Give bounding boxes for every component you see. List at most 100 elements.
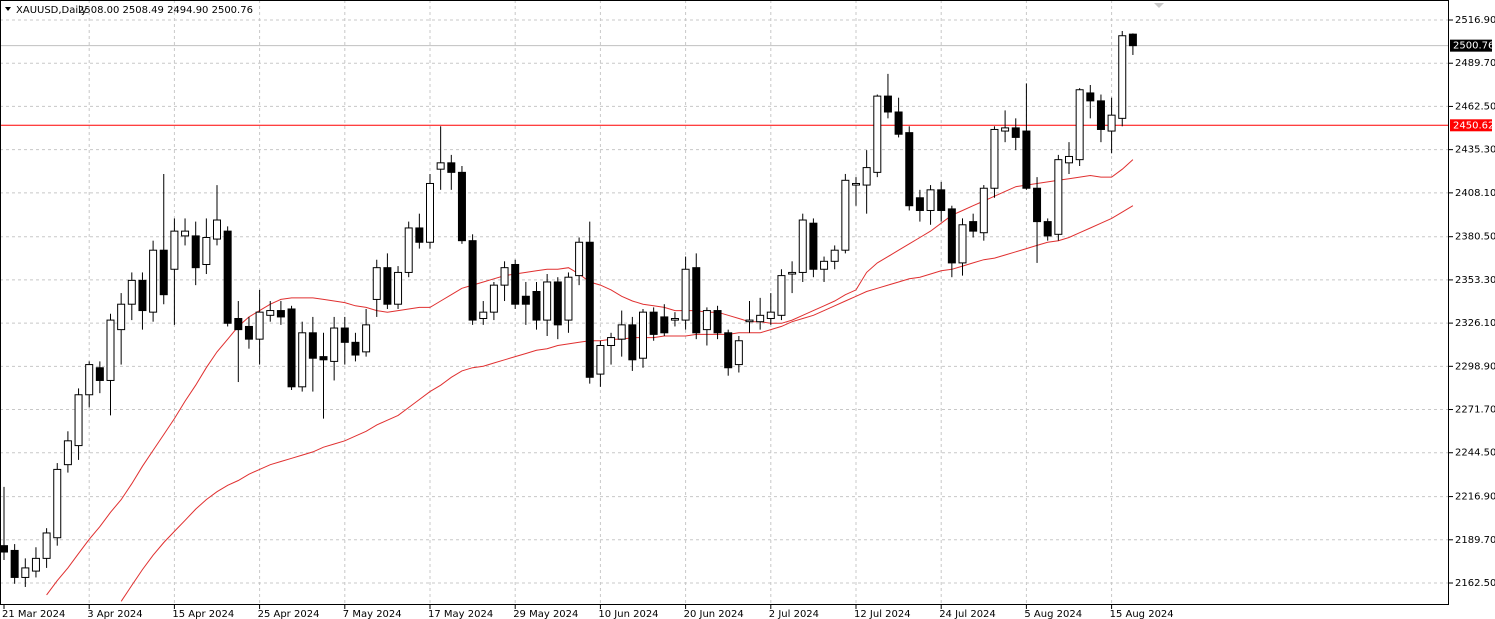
candle-body <box>457 171 466 242</box>
candle-body <box>308 332 317 359</box>
candle-body <box>159 249 168 296</box>
candle-body <box>905 132 914 207</box>
x-tick-label: 25 Apr 2024 <box>258 609 320 619</box>
candle-body <box>340 327 349 343</box>
candle-body <box>1001 127 1010 132</box>
candle-body <box>1022 130 1031 189</box>
x-tick-label: 24 Jul 2024 <box>939 609 996 619</box>
candle-body <box>553 281 562 326</box>
candle-body <box>734 340 743 366</box>
candle-body <box>95 367 104 381</box>
candle-body <box>798 219 807 273</box>
x-tick-label: 17 May 2024 <box>428 609 493 619</box>
price-label-box <box>1450 119 1492 132</box>
x-tick-label: 3 Apr 2024 <box>87 609 142 619</box>
candle-body <box>1033 187 1042 223</box>
y-tick-label: 2408.10 <box>1455 188 1495 199</box>
x-tick-label: 15 Aug 2024 <box>1110 609 1174 619</box>
candle-body <box>330 327 339 362</box>
candle-body <box>1107 114 1116 132</box>
candle-body <box>543 281 552 321</box>
candle-body <box>255 311 264 340</box>
candle-body <box>926 189 935 211</box>
candle-body <box>489 284 498 313</box>
candle-body <box>1118 35 1127 119</box>
candle-body <box>809 222 818 270</box>
candle-body <box>372 267 381 300</box>
candle-body <box>85 364 94 396</box>
candle-body <box>521 295 530 305</box>
candle-body <box>660 316 669 334</box>
candle-body <box>617 324 626 340</box>
y-tick-label: 2271.70 <box>1455 405 1495 416</box>
chart-title: XAUUSD,Daily <box>16 5 87 16</box>
price-label: 2500.76 <box>1453 41 1494 52</box>
plot-frame <box>0 0 1449 605</box>
candle-body <box>362 324 371 353</box>
y-tick-label: 2516.90 <box>1455 15 1495 26</box>
candle-body <box>511 263 520 305</box>
candle-body <box>564 276 573 321</box>
candle-body <box>223 230 232 324</box>
y-tick-label: 2326.10 <box>1455 318 1495 329</box>
quote: 2508.00 2508.49 2494.90 2500.76 <box>78 5 253 16</box>
y-tick-label: 2380.50 <box>1455 232 1495 243</box>
candle-body <box>852 182 860 186</box>
y-tick-label: 2489.70 <box>1455 58 1495 69</box>
candle-body <box>979 187 988 234</box>
candle-body <box>788 271 797 275</box>
candle-body <box>149 249 158 313</box>
candle-body <box>969 221 978 232</box>
candle-body <box>883 95 892 113</box>
candle-body <box>426 182 434 243</box>
x-tick-label: 7 May 2024 <box>343 609 402 619</box>
candle-body <box>287 308 296 388</box>
candle-body <box>639 311 647 359</box>
candle-body <box>244 325 253 340</box>
candle-body <box>607 337 616 347</box>
candle-body <box>42 532 51 559</box>
candle-body <box>106 319 115 381</box>
y-tick-label: 2216.90 <box>1455 492 1495 503</box>
candle-body <box>63 440 72 466</box>
candle-body <box>202 236 211 265</box>
candle-body <box>276 310 285 318</box>
candle-body <box>479 311 488 320</box>
candle-body <box>213 219 221 240</box>
candle-body <box>596 345 605 375</box>
y-tick-label: 2162.50 <box>1455 578 1495 589</box>
y-tick-label: 2244.50 <box>1455 448 1495 459</box>
candle-body <box>670 318 679 321</box>
candle-body <box>74 394 83 447</box>
candle-body <box>947 208 956 264</box>
candle-body <box>447 162 456 173</box>
candle-body <box>958 224 967 264</box>
candle-body <box>468 240 477 321</box>
candle-body <box>692 267 701 334</box>
candle-body <box>702 310 711 331</box>
candle-body <box>937 189 946 211</box>
candle-body <box>500 267 509 286</box>
candle-body <box>127 279 136 305</box>
candle-body <box>628 324 637 361</box>
y-tick-label: 2298.90 <box>1455 361 1495 372</box>
candle-body <box>575 241 584 277</box>
candle-body <box>266 310 275 316</box>
candle-body <box>532 290 541 321</box>
candle-body <box>0 545 8 553</box>
candle-body <box>31 557 40 572</box>
candle-body <box>170 230 179 270</box>
candle-body <box>1075 89 1084 161</box>
moving-average <box>120 205 1134 602</box>
candle-body <box>1011 127 1020 138</box>
candle-body <box>1128 33 1137 47</box>
candle-body <box>862 167 871 186</box>
candle-body <box>777 275 786 316</box>
candle-body <box>894 111 903 135</box>
candle-body <box>830 249 839 262</box>
candle-body <box>234 318 243 331</box>
candle-body <box>766 311 775 320</box>
x-tick-label: 21 Mar 2024 <box>2 609 65 619</box>
